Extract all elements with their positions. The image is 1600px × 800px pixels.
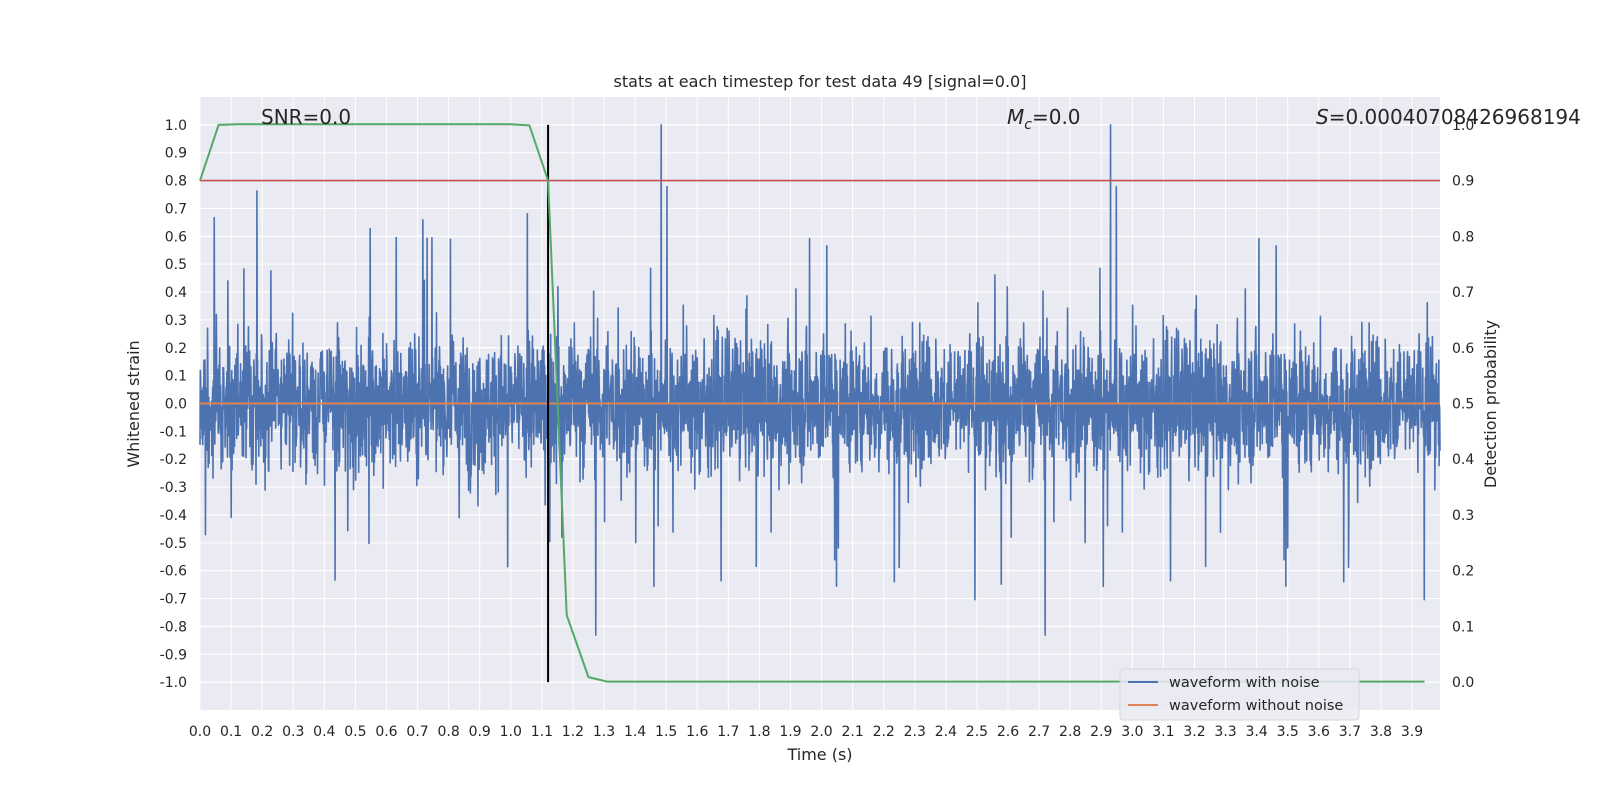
x-tick-label: 2.2 [873,724,895,740]
x-tick-label: 3.2 [1183,724,1205,740]
x-tick-label: 2.8 [1059,724,1081,740]
x-tick-label: 1.1 [531,724,553,740]
x-tick-label: 0.8 [437,724,459,740]
x-tick-label: 1.3 [593,724,615,740]
y-left-tick-label: -0.1 [160,424,187,440]
y-left-tick-labels: 1.0 0.9 0.8 0.7 0.6 0.5 0.4 0.3 0.2 0.1 0.0 -0.1 -0.… [160,118,187,691]
y-left-tick-label: -1.0 [160,675,187,691]
y-right-tick-label: 0.8 [1452,229,1474,245]
y-left-tick-label: -0.5 [160,536,187,552]
x-tick-label: 1.7 [717,724,739,740]
y-left-tick-label: 0.2 [165,341,187,357]
x-tick-label: 3.4 [1246,724,1268,740]
x-tick-label: 3.0 [1121,724,1143,740]
y-right-tick-label: 0.2 [1452,564,1474,580]
x-tick-label: 2.5 [966,724,988,740]
x-tick-label: 2.9 [1090,724,1112,740]
x-tick-labels: 0.0 0.1 0.2 0.3 0.4 0.5 0.6 0.7 0.8 0.9 1.0 1.1 1.2 1… [189,724,1423,740]
y-left-tick-label: -0.8 [160,619,187,635]
y-right-tick-label: 0.7 [1452,285,1474,301]
y-left-tick-label: 0.1 [165,369,187,385]
legend-box [1119,668,1360,721]
x-tick-label: 2.1 [841,724,863,740]
x-tick-label: 0.9 [469,724,491,740]
x-tick-label: 3.5 [1277,724,1299,740]
y-right-tick-label: 0.0 [1452,675,1474,691]
legend-label-noise: waveform with noise [1169,675,1320,691]
y-left-tick-label: 1.0 [165,118,187,134]
s-annotation: S=0.00040708426968194 [1316,105,1581,129]
x-tick-label: 0.2 [251,724,273,740]
y-left-tick-label: 0.5 [165,257,187,273]
y-right-tick-label: 1.0 [1452,118,1474,134]
y-left-tick-label: -0.9 [160,647,187,663]
snr-annotation: SNR=0.0 [261,105,351,129]
x-tick-label: 2.4 [935,724,957,740]
x-tick-label: 3.1 [1152,724,1174,740]
y-left-tick-label: 0.6 [165,229,187,245]
x-tick-label: 1.5 [655,724,677,740]
x-tick-label: 1.6 [686,724,708,740]
y-left-tick-label: 0.0 [165,397,187,413]
x-tick-label: 1.4 [624,724,646,740]
y-left-tick-label: -0.3 [160,480,187,496]
y-right-tick-label: 0.5 [1452,397,1474,413]
x-tick-label: 0.3 [282,724,304,740]
x-tick-label: 3.9 [1401,724,1423,740]
y-right-tick-label: 0.4 [1452,452,1474,468]
x-tick-label: 1.9 [779,724,801,740]
x-axis-label: Time (s) [786,745,852,764]
detection-probability-line [199,123,1425,683]
x-tick-label: 2.0 [810,724,832,740]
x-tick-label: 1.0 [500,724,522,740]
x-tick-label: 3.7 [1339,724,1361,740]
legend-label-clean: waveform without noise [1169,698,1343,714]
x-tick-label: 2.7 [1028,724,1050,740]
y-axis-label-right: Detection probability [1481,320,1500,488]
mc-annotation: Mc=0.0 [1007,105,1081,133]
x-tick-label: 1.8 [748,724,770,740]
x-tick-label: 3.3 [1214,724,1236,740]
chart-title: stats at each timestep for test data 49 … [614,72,1027,91]
y-right-tick-label: 0.1 [1452,619,1474,635]
y-axis-label-left: Whitened strain [124,340,143,467]
x-tick-label: 1.2 [562,724,584,740]
x-tick-label: 2.6 [997,724,1019,740]
y-left-tick-label: 0.8 [165,174,187,190]
x-tick-label: 0.0 [189,724,211,740]
y-left-tick-label: 0.3 [165,313,187,329]
y-right-tick-label: 0.9 [1452,174,1474,190]
x-tick-label: 0.5 [344,724,366,740]
overlay-series [199,123,1440,683]
y-right-tick-labels: 1.0 0.9 0.8 0.7 0.6 0.5 0.4 0.3 0.2 0.1 0.0 [1452,118,1474,691]
x-tick-label: 2.3 [904,724,926,740]
x-tick-label: 0.6 [375,724,397,740]
x-tick-label: 0.4 [313,724,335,740]
y-right-tick-label: 0.6 [1452,341,1474,357]
y-left-tick-label: -0.2 [160,452,187,468]
x-tick-label: 0.1 [220,724,242,740]
x-tick-label: 3.8 [1370,724,1392,740]
legend: waveform with noise waveform without noi… [1119,668,1360,721]
x-tick-label: 0.7 [406,724,428,740]
x-tick-label: 3.6 [1308,724,1330,740]
y-left-tick-label: -0.7 [160,592,187,608]
y-left-tick-label: 0.4 [165,285,187,301]
y-left-tick-label: -0.4 [160,508,187,524]
y-left-tick-label: 0.7 [165,201,187,217]
y-left-tick-label: -0.6 [160,564,187,580]
y-right-tick-label: 0.3 [1452,508,1474,524]
y-left-tick-label: 0.9 [165,146,187,162]
